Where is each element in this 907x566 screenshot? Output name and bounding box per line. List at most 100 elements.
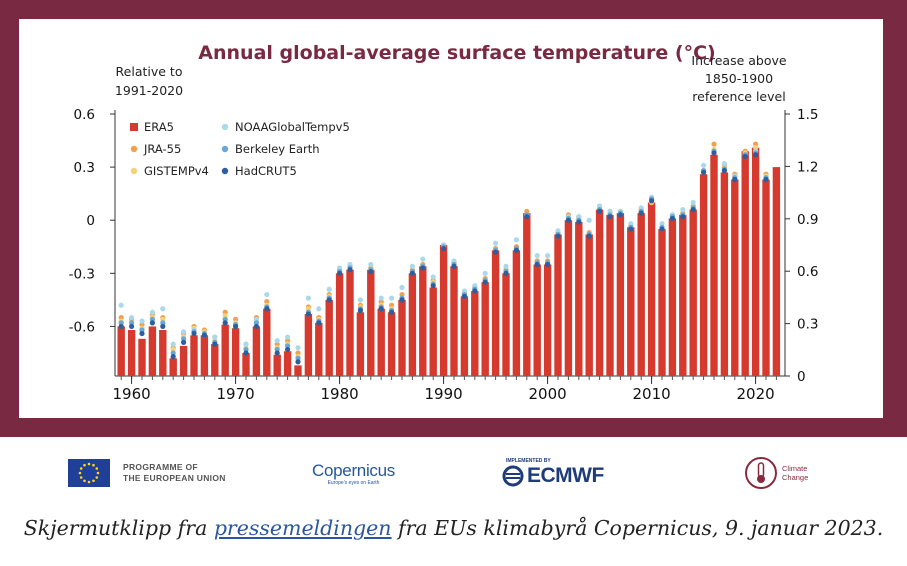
- bar-era5-2005: [595, 209, 604, 376]
- legend-label-hadcrut5: HadCRUT5: [235, 164, 297, 178]
- bar-era5-2020: [751, 147, 760, 376]
- dot-hadcrut5-1991: [451, 263, 457, 269]
- dot-noaaglobaltempv5-1968: [212, 334, 218, 340]
- bar-era5-1993: [471, 291, 479, 376]
- caption-text-before: Skjermutklipp fra: [23, 516, 214, 540]
- bar-era5-1981: [346, 269, 354, 376]
- bar-era5-1970: [231, 328, 240, 376]
- bar-era5-1972: [252, 326, 261, 376]
- left-tick-label: -0.6: [69, 319, 95, 335]
- bars: [117, 147, 781, 376]
- left-tick-label: 0: [86, 213, 95, 229]
- ecmwf-logo[interactable]: IMPLEMENTED BY ECMWF: [502, 453, 604, 493]
- copernicus-name: Copernicus: [312, 460, 395, 480]
- dot-hadcrut5-2020: [753, 152, 759, 158]
- bar-era5-2012: [668, 218, 677, 376]
- bar-era5-1977: [304, 314, 313, 376]
- dot-noaaglobaltempv5-1982: [357, 297, 363, 303]
- bar-era5-2010: [647, 202, 656, 376]
- caption: Skjermutklipp fra pressemeldingen fra EU…: [0, 516, 907, 540]
- bar-era5-1982: [356, 312, 365, 376]
- bar-era5-1983: [367, 269, 375, 376]
- dot-hadcrut5-1994: [482, 279, 488, 285]
- dot-noaaglobaltempv5-1965: [181, 329, 187, 335]
- dot-noaaglobaltempv5-1996: [503, 263, 509, 269]
- dot-hadcrut5-1998: [524, 214, 530, 220]
- dot-hadcrut5-1982: [357, 307, 363, 314]
- bar-era5-1961: [138, 338, 146, 376]
- dot-hadcrut5-1992: [461, 293, 467, 299]
- dot-noaaglobaltempv5-1963: [160, 306, 166, 312]
- climate-text-line1: Climate: [782, 464, 808, 473]
- eu-text-line2: THE EUROPEAN UNION: [123, 473, 226, 483]
- dot-noaaglobaltempv5-1985: [389, 295, 395, 301]
- legend-swatch-hadcrut5: [221, 167, 229, 175]
- dot-hadcrut5-2011: [659, 226, 665, 232]
- bar-era5-1979: [325, 299, 333, 376]
- right-axis-label-line2: 1850-1900: [705, 71, 773, 86]
- bar-era5-1963: [159, 329, 167, 376]
- dot-hadcrut5-1965: [181, 339, 187, 345]
- dot-hadcrut5-1972: [253, 323, 259, 330]
- bar-era5-1959: [117, 326, 125, 376]
- dot-hadcrut5-2000: [545, 261, 551, 268]
- bar-era5-2008: [627, 227, 635, 376]
- climate-change-logo[interactable]: Climate Change: [744, 453, 808, 493]
- dot-hadcrut5-2018: [732, 176, 738, 183]
- dot-hadcrut5-1966: [191, 330, 197, 337]
- left-axis-label-line2: 1991-2020: [115, 83, 183, 98]
- dot-hadcrut5-2013: [680, 214, 686, 220]
- chart-frame: Annual global-average surface temperatur…: [0, 0, 907, 437]
- legend-label-gistempv4: GISTEMPv4: [144, 164, 209, 178]
- legend-swatch-noaaglobaltempv5: [221, 123, 229, 131]
- dot-hadcrut5-2009: [638, 210, 644, 216]
- right-tick-label: 0.6: [797, 264, 818, 280]
- eu-programme-logo[interactable]: PROGRAMME OF THE EUROPEAN UNION: [68, 453, 226, 493]
- legend-swatch-era5: [130, 123, 138, 131]
- bar-era5-2022: [772, 167, 781, 376]
- dot-noaaglobaltempv5-1960: [129, 314, 135, 321]
- dot-noaaglobaltempv5-2015: [701, 162, 707, 168]
- dot-noaaglobaltempv5-1988: [420, 256, 426, 262]
- dot-hadcrut5-1986: [399, 297, 405, 303]
- dot-hadcrut5-1964: [170, 353, 176, 360]
- dot-hadcrut5-1962: [149, 320, 155, 326]
- bar-era5-1985: [387, 312, 396, 376]
- bar-era5-1980: [335, 273, 344, 376]
- bar-era5-1960: [127, 329, 136, 376]
- dot-hadcrut5-1961: [139, 330, 145, 337]
- dot-hadcrut5-2016: [711, 150, 717, 156]
- x-tick-label: 2000: [529, 385, 567, 403]
- dot-hadcrut5-1969: [222, 320, 228, 326]
- left-tick-label: 0.3: [74, 160, 95, 176]
- bar-era5-1992: [460, 296, 469, 376]
- bar-era5-1962: [148, 326, 157, 376]
- press-release-link[interactable]: pressemeldingen: [213, 516, 392, 540]
- dot-hadcrut5-1967: [201, 332, 207, 338]
- bar-era5-1968: [211, 344, 219, 376]
- dot-hadcrut5-2007: [617, 212, 624, 218]
- dot-hadcrut5-2014: [690, 206, 696, 213]
- legend-swatch-berkeley-earth: [221, 145, 229, 153]
- axes: 0.6 0.3 0 -0.3 -0.6 1.5 1.2 0.9 0.6 0.3 0 1960 1970 1…: [69, 107, 819, 403]
- dot-noaaglobaltempv5-1971: [243, 341, 249, 347]
- legend-label-berkeley-earth: Berkeley Earth: [235, 142, 320, 156]
- dot-hadcrut5-1990: [441, 245, 447, 252]
- bar-era5-2016: [710, 154, 718, 376]
- bar-era5-1975: [283, 351, 292, 376]
- dot-noaaglobaltempv5-1976: [295, 345, 301, 351]
- dot-hadcrut5-1974: [274, 350, 280, 356]
- dot-noaaglobaltempv5-1977: [305, 295, 311, 301]
- x-tick-label: 1960: [113, 385, 151, 403]
- dot-hadcrut5-1988: [420, 265, 426, 271]
- caption-text-after: fra EUs klimabyrå Copernicus, 9. januar …: [391, 516, 884, 540]
- dot-noaaglobaltempv5-2013: [680, 206, 686, 213]
- dot-noaaglobaltempv5-1973: [264, 291, 270, 298]
- dot-hadcrut5-1970: [233, 323, 239, 330]
- x-tick-label: 1990: [425, 385, 463, 403]
- bar-era5-1991: [450, 266, 458, 376]
- bar-era5-2001: [554, 234, 562, 376]
- copernicus-logo[interactable]: Copernicus Europe's eyes on Earth: [312, 453, 395, 493]
- bar-era5-1969: [221, 324, 229, 376]
- bar-era5-1988: [419, 266, 427, 376]
